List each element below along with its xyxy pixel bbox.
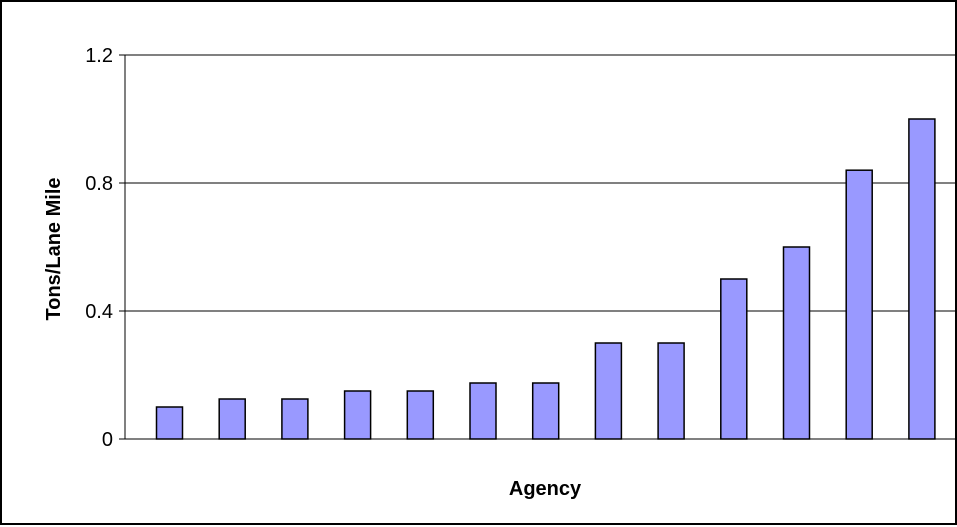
y-tick-label: 1.2 (85, 45, 113, 67)
bar-8 (594, 342, 623, 440)
y-axis-title: Tons/Lane Mile (43, 178, 65, 321)
y-tick-label: 0 (102, 429, 113, 451)
grid-layer (125, 54, 957, 312)
y-tick-label: 0.4 (85, 301, 113, 323)
y-tick-labels: 0 0.4 0.8 1.2 (85, 45, 113, 451)
bar-3 (281, 398, 309, 440)
axis-layer (119, 54, 957, 440)
bar-5 (406, 390, 435, 440)
y-tick-label: 0.8 (85, 173, 113, 195)
bar-2 (218, 398, 246, 440)
bar-7 (531, 382, 560, 440)
bar-12 (845, 169, 873, 440)
bar-1 (155, 406, 184, 440)
bar-13 (908, 118, 936, 440)
bar-10 (720, 278, 748, 440)
bar-4 (343, 390, 372, 440)
bar-11 (782, 246, 811, 440)
bar-9 (657, 342, 685, 440)
x-axis-title: Agency (509, 478, 582, 500)
bar-layer (155, 118, 936, 440)
bar-6 (469, 382, 497, 440)
